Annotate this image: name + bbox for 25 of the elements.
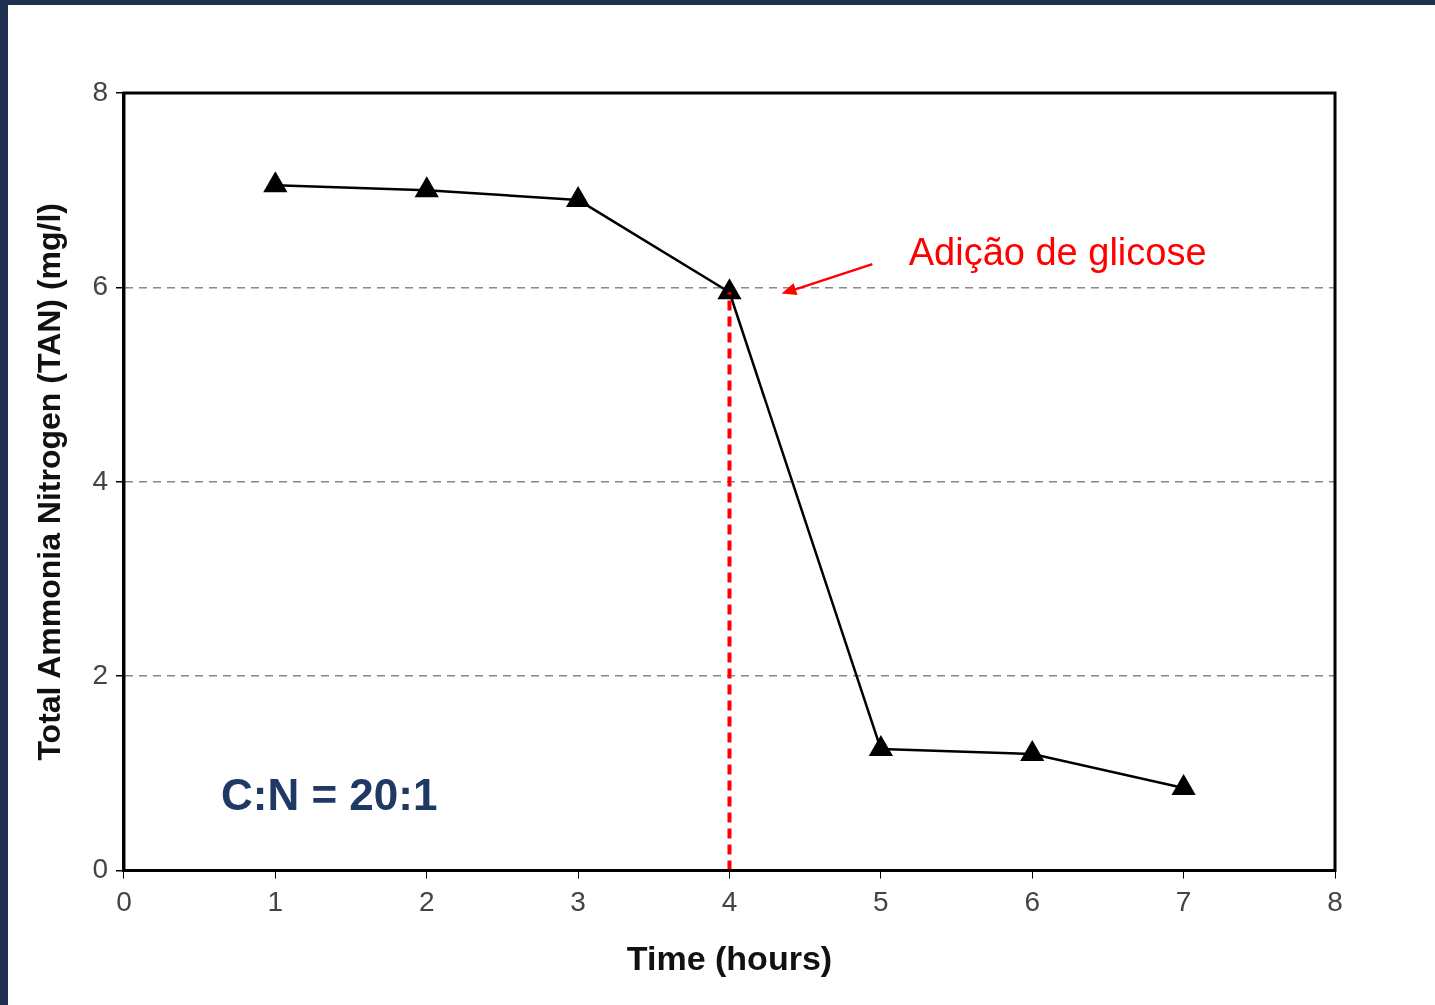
x-tick-label: 0 <box>116 886 132 918</box>
point <box>717 278 742 300</box>
y-tick-label: 6 <box>92 270 108 302</box>
y-tick-label: 0 <box>92 853 108 885</box>
y-axis-title: Total Ammonia Nitrogen (TAN) (mg/l) <box>31 203 68 761</box>
x-tick-label: 1 <box>267 886 284 918</box>
point <box>868 735 893 757</box>
x-tick-label: 3 <box>570 886 586 918</box>
point <box>1020 739 1045 761</box>
x-tick-label: 6 <box>1024 886 1041 918</box>
y-tick-label: 4 <box>92 464 108 496</box>
annotation: Adição de glicose <box>908 231 1207 274</box>
y-tick-label: 8 <box>92 75 108 107</box>
x-tick-label: 8 <box>1327 886 1343 918</box>
annotation: C:N = 20:1 <box>220 769 438 819</box>
x-tick-label: 2 <box>418 886 435 918</box>
point <box>263 171 288 193</box>
x-tick-label: 5 <box>873 886 889 918</box>
x-axis-title: Time (hours) <box>626 938 833 977</box>
point <box>565 185 591 207</box>
x-tick-label: 4 <box>721 886 738 918</box>
point <box>1171 773 1196 795</box>
y-tick-label: 2 <box>92 658 108 690</box>
point <box>414 176 439 198</box>
x-tick-label: 7 <box>1175 886 1192 918</box>
